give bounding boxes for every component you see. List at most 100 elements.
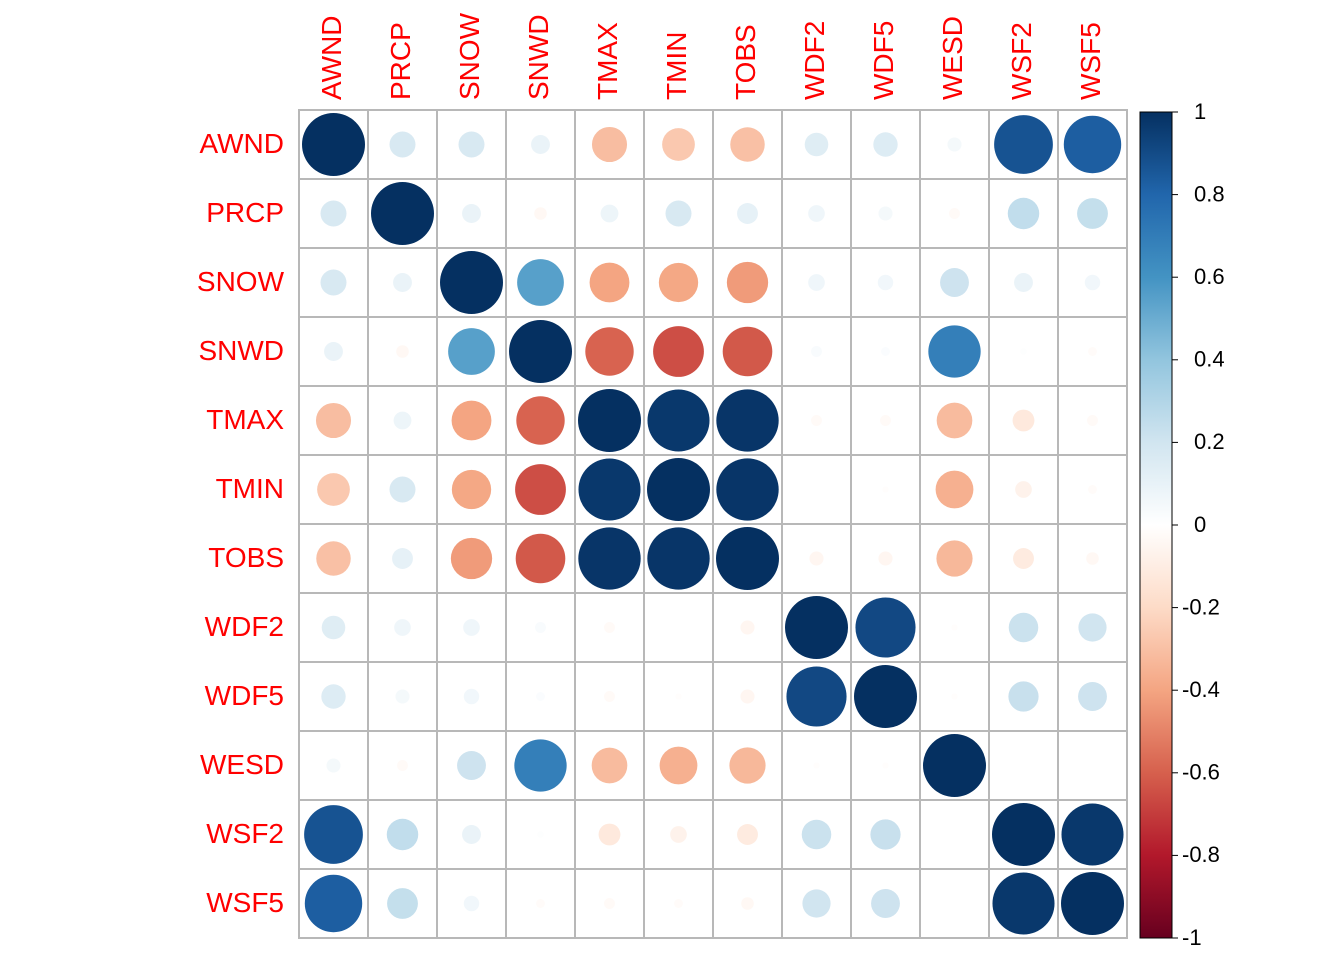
correlation-circle-snwd-snwd	[509, 320, 572, 383]
colorbar-tick-label: 0.6	[1194, 264, 1225, 289]
correlation-circle-wesd-tobs	[729, 747, 766, 784]
correlation-circle-snwd-wdf2	[811, 346, 822, 357]
correlation-circle-snwd-prcp	[396, 345, 409, 358]
correlation-circle-wsf5-wdf5	[871, 889, 900, 918]
correlation-circle-wesd-tmin	[659, 746, 698, 785]
correlation-circle-wsf2-wsf2	[992, 803, 1055, 866]
correlation-circle-wdf5-wesd	[951, 693, 958, 700]
column-label-snwd: SNWD	[523, 14, 554, 100]
correlation-circle-snow-wesd	[940, 268, 969, 297]
correlation-circle-awnd-wdf2	[804, 132, 829, 157]
correlation-circle-tmax-wsf2	[1012, 409, 1035, 432]
correlation-circle-tmin-wsf5	[1088, 485, 1097, 494]
correlation-circle-wdf5-snwd	[536, 692, 545, 701]
correlation-circle-awnd-wsf2	[994, 115, 1053, 174]
correlation-circle-snow-snwd	[517, 259, 564, 306]
row-label-snwd: SNWD	[198, 335, 284, 366]
correlation-circle-snwd-awnd	[324, 342, 343, 361]
correlation-circle-wesd-snwd	[514, 739, 567, 792]
correlation-circle-prcp-tmax	[600, 204, 619, 223]
correlation-circle-awnd-tmin	[662, 128, 695, 161]
column-label-prcp: PRCP	[385, 22, 416, 100]
correlation-circle-tmax-snow	[451, 400, 492, 441]
column-label-wsf5: WSF5	[1075, 22, 1106, 100]
colorbar-tick-label: -1	[1182, 925, 1202, 950]
column-label-tobs: TOBS	[730, 24, 761, 100]
row-label-wsf5: WSF5	[206, 887, 284, 918]
correlation-circle-wsf5-tobs	[741, 897, 754, 910]
correlation-circle-wdf5-wdf2	[786, 666, 847, 727]
correlation-circle-snow-tobs	[726, 261, 769, 304]
correlation-circle-wesd-wesd	[923, 734, 986, 797]
correlation-circle-wdf5-wdf5	[854, 665, 917, 728]
correlation-circle-wdf2-wsf2	[1008, 612, 1039, 643]
column-labels: AWND PRCP SNOW SNWD TMAX TMIN TOBS WDF2 WDF5 WESD…	[316, 12, 1106, 100]
correlation-circle-wsf2-snwd	[537, 831, 544, 838]
correlation-circle-tobs-wsf5	[1086, 552, 1099, 565]
correlation-circle-wsf5-awnd	[304, 874, 363, 933]
column-label-tmax: TMAX	[592, 22, 623, 100]
correlation-circle-wesd-awnd	[326, 758, 341, 773]
correlation-circle-wsf2-wdf2	[801, 819, 832, 850]
correlation-circle-tmin-tobs	[716, 458, 779, 521]
correlation-circle-prcp-awnd	[320, 200, 347, 227]
correlation-circle-prcp-snwd	[534, 207, 547, 220]
correlation-circle-tmin-wesd	[935, 470, 974, 509]
grid-cell	[781, 454, 852, 525]
correlation-circle-tmin-snow	[451, 469, 492, 510]
correlation-circle-prcp-wdf5	[878, 206, 893, 221]
row-label-prcp: PRCP	[206, 197, 284, 228]
correlation-circle-wsf2-wsf5	[1061, 803, 1124, 866]
correlation-circle-tmax-wdf5	[880, 415, 891, 426]
correlation-circle-tmin-tmin	[647, 458, 710, 521]
correlation-circle-prcp-snow	[462, 204, 481, 223]
correlation-circle-snwd-tobs	[722, 326, 773, 377]
correlation-circle-wsf5-wdf2	[802, 889, 831, 918]
correlation-circle-wdf5-tmin	[675, 693, 682, 700]
column-label-snow: SNOW	[454, 12, 485, 100]
row-label-tmax: TMAX	[206, 404, 284, 435]
correlation-circle-wesd-wdf5	[882, 762, 889, 769]
correlation-circle-wesd-wdf2	[813, 762, 820, 769]
correlation-circle-wdf2-prcp	[394, 619, 411, 636]
colorbar-gradient	[1139, 111, 1173, 939]
correlation-circle-awnd-awnd	[302, 113, 365, 176]
correlation-circle-wdf2-snwd	[535, 622, 546, 633]
grid-cell	[988, 730, 1059, 801]
row-label-wsf2: WSF2	[206, 818, 284, 849]
correlation-circle-wdf2-tmax	[604, 622, 615, 633]
correlation-circle-wdf5-tmax	[604, 691, 615, 702]
correlation-circle-tobs-prcp	[392, 548, 413, 569]
correlation-circle-wesd-prcp	[397, 760, 408, 771]
correlation-circle-tobs-wdf2	[809, 551, 824, 566]
correlation-circle-awnd-wdf5	[873, 132, 898, 157]
correlation-circle-prcp-wsf2	[1007, 197, 1040, 230]
row-label-wdf5: WDF5	[205, 680, 284, 711]
correlation-circle-awnd-snow	[458, 131, 485, 158]
correlation-circle-wdf2-awnd	[321, 615, 346, 640]
correlation-circle-awnd-wesd	[947, 137, 962, 152]
correlation-circle-snwd-wesd	[928, 325, 981, 378]
column-label-awnd: AWND	[316, 15, 347, 100]
correlation-circle-snow-snow	[440, 251, 503, 314]
correlation-circle-snwd-tmax	[585, 327, 634, 376]
correlation-circle-wesd-snow	[457, 751, 486, 780]
colorbar-tick-label: 0.8	[1194, 181, 1225, 206]
correlation-circle-tmax-wdf2	[811, 415, 822, 426]
correlation-circle-wdf5-snow	[463, 688, 480, 705]
correlation-circle-tmin-wdf5	[882, 486, 889, 493]
correlation-circle-tmax-wesd	[936, 402, 973, 439]
row-label-tmin: TMIN	[216, 473, 284, 504]
correlation-circle-prcp-wdf2	[808, 205, 825, 222]
row-label-awnd: AWND	[199, 128, 284, 159]
correlation-circle-tmax-prcp	[393, 411, 412, 430]
correlation-circle-wsf2-tobs	[737, 824, 758, 845]
colorbar-tick-label: -0.8	[1182, 842, 1220, 867]
correlation-circle-wdf5-wsf2	[1008, 681, 1039, 712]
correlation-circle-tmax-snwd	[516, 396, 565, 445]
correlation-circle-tmax-tmin	[647, 389, 710, 452]
correlation-circle-wesd-tmax	[591, 747, 628, 784]
correlation-circle-tmin-prcp	[389, 476, 416, 503]
correlation-circle-wdf2-wesd	[951, 624, 958, 631]
